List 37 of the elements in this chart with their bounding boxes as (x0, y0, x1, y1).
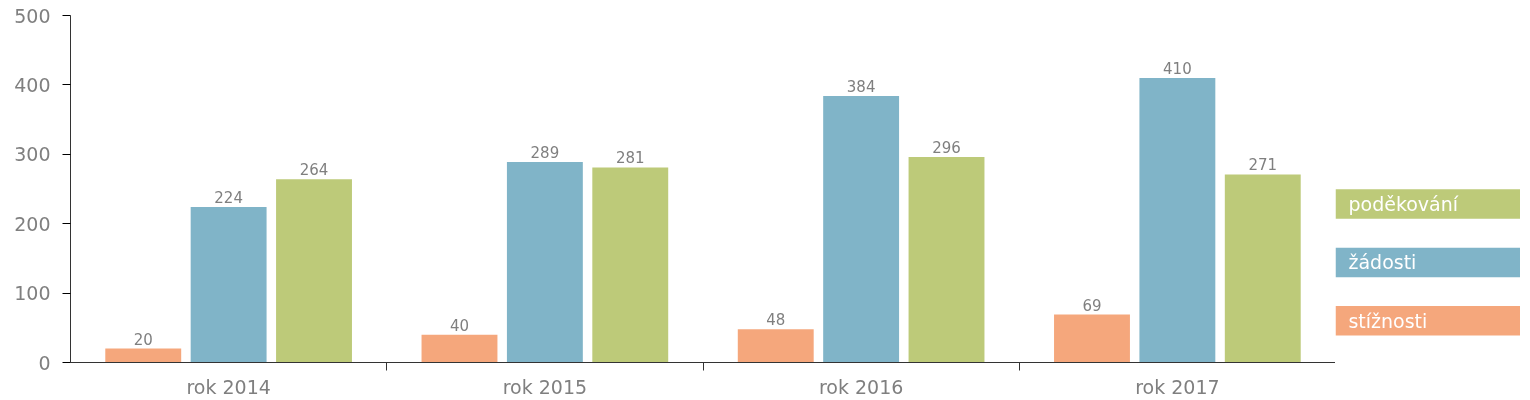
bar (105, 348, 182, 363)
bar (276, 179, 352, 363)
data-label: 281 (615, 149, 645, 168)
x-tick-label: rok 2016 (818, 375, 904, 398)
text: stížnosti (1348, 309, 1428, 332)
y-tick-label: 300 (14, 143, 51, 166)
data-label: 384 (846, 78, 876, 96)
data-label: 289 (530, 143, 560, 162)
bar (190, 207, 267, 363)
bar (1054, 314, 1130, 363)
bar (506, 161, 583, 363)
text: žádosti (1348, 251, 1417, 274)
data-label: 264 (299, 161, 329, 180)
data-label: 69 (1082, 296, 1102, 315)
data-label: 296 (932, 139, 961, 158)
x-tick-label: rok 2014 (186, 375, 271, 398)
text: poděkování (1348, 193, 1459, 216)
x-tick-label: rok 2017 (1135, 375, 1220, 398)
bar (592, 167, 669, 363)
bar (823, 96, 900, 363)
bar (737, 329, 814, 363)
data-label: 224 (214, 189, 243, 208)
data-label: 40 (449, 316, 470, 335)
bar (908, 157, 985, 363)
data-label: 48 (766, 311, 786, 330)
y-tick-label: 0 (38, 351, 51, 374)
y-tick-label: 200 (14, 212, 51, 235)
data-label: 410 (1163, 59, 1192, 78)
bar (1224, 174, 1301, 363)
y-tick-label: 500 (14, 4, 51, 27)
x-tick-label: rok 2015 (502, 375, 588, 398)
data-label: 20 (133, 330, 153, 349)
bar (421, 334, 498, 363)
y-tick-label: 100 (14, 282, 51, 305)
data-label: 271 (1248, 156, 1278, 175)
y-tick-label: 400 (14, 73, 51, 96)
bar (1139, 77, 1216, 363)
